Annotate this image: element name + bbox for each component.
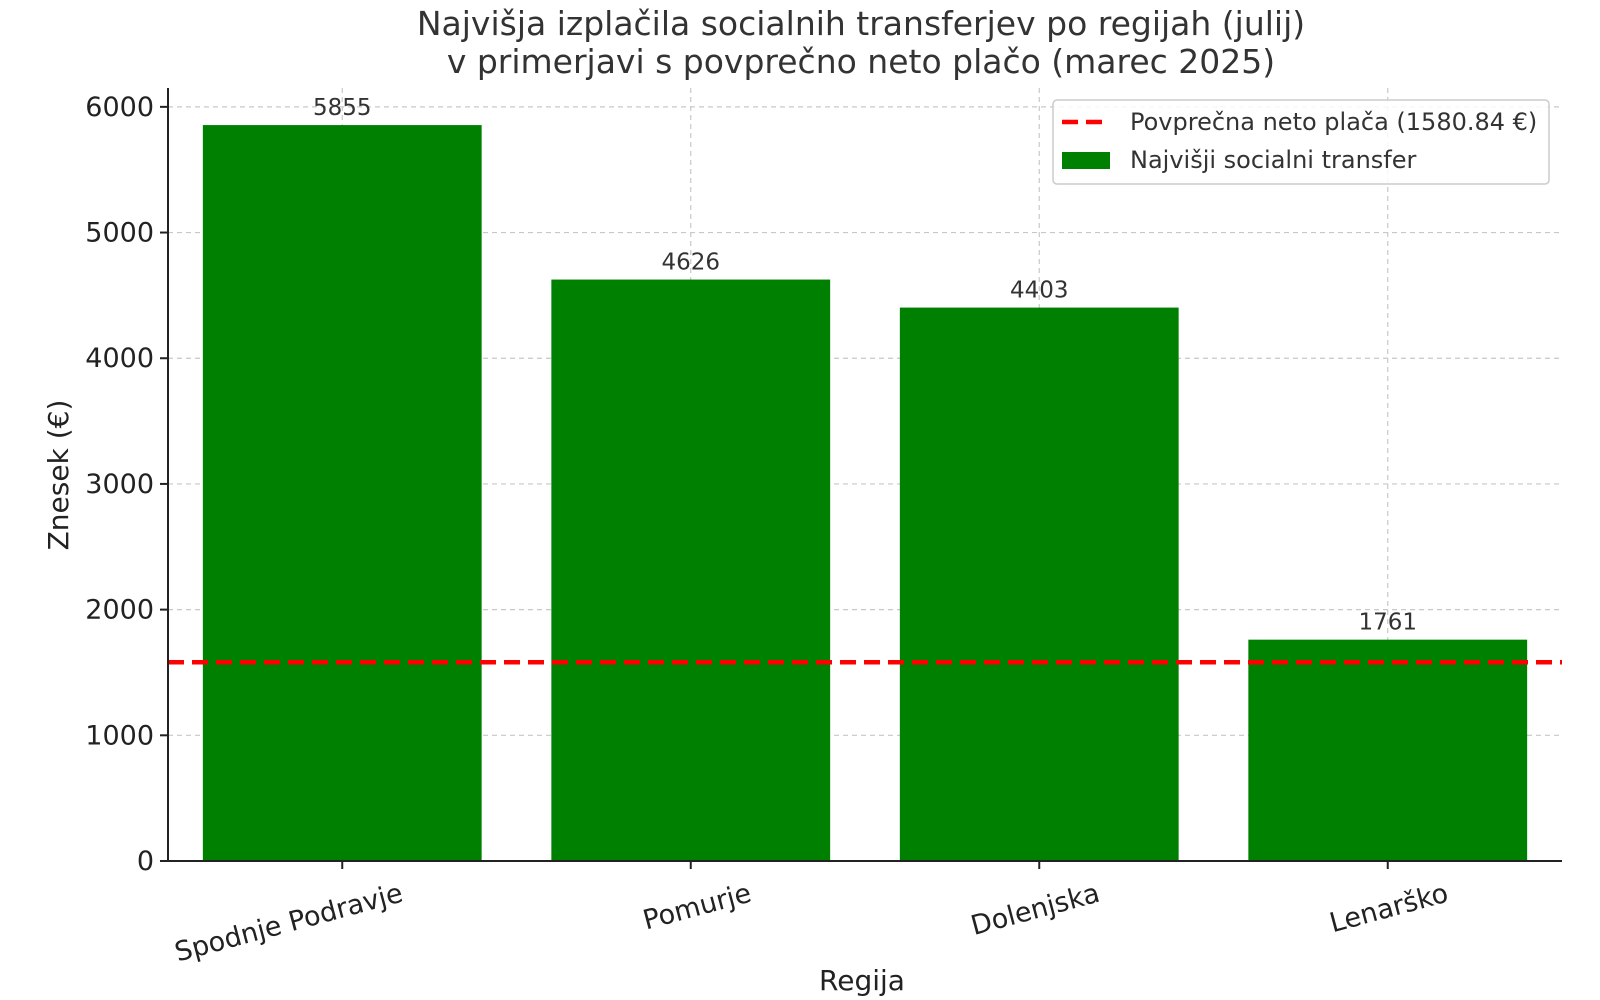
legend-bar-label: Najvišji socialni transfer (1130, 146, 1417, 174)
bar (899, 307, 1179, 861)
y-tick-label: 2000 (85, 595, 154, 626)
y-tick-label: 4000 (85, 343, 154, 374)
x-tick-label: Pomurje (640, 878, 755, 937)
bar-value-label: 4403 (1010, 278, 1069, 304)
bar (551, 279, 831, 861)
x-axis-label: Regija (819, 964, 905, 997)
x-tick-label: Dolenjska (968, 878, 1103, 942)
legend-reference-line-label: Povprečna neto plača (1580.84 €) (1130, 108, 1537, 136)
legend-bar-swatch (1062, 152, 1110, 169)
y-tick-label: 3000 (85, 469, 154, 500)
bar (202, 125, 482, 862)
axes (160, 88, 1562, 869)
y-axis-label: Znesek (€) (42, 400, 75, 551)
data-labels: 5855 4626 4403 1761 (313, 95, 1417, 636)
y-tick-label: 6000 (85, 92, 154, 123)
y-tick-label: 5000 (85, 218, 154, 249)
bars (202, 125, 1528, 862)
bar (1248, 639, 1528, 861)
x-tick-label: Lenarško (1326, 878, 1451, 939)
legend: Povprečna neto plača (1580.84 €) Najvišj… (1052, 99, 1550, 185)
bar-value-label: 1761 (1358, 610, 1417, 636)
chart-title: Najvišja izplačila socialnih transferjev… (417, 4, 1305, 43)
bar-value-label: 5855 (313, 95, 372, 121)
y-tick-label: 0 (137, 846, 154, 877)
chart-subtitle: v primerjavi s povprečno neto plačo (mar… (447, 42, 1275, 81)
y-tick-label: 1000 (85, 720, 154, 751)
bar-value-label: 4626 (661, 250, 720, 276)
x-tick-label: Spodnje Podravje (172, 878, 407, 969)
legend-frame (1052, 99, 1550, 185)
